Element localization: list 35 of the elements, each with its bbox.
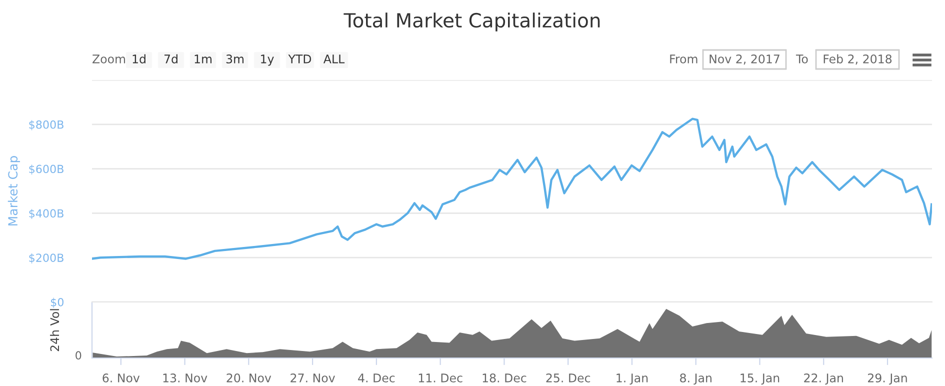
x-tick-label: 4. Dec: [358, 374, 395, 382]
x-tick-label: 25. Dec: [546, 373, 590, 382]
text: To: [796, 54, 808, 64]
x-tick-label: 1. Jan: [616, 374, 648, 385]
y-axis-title: Market Cap: [8, 156, 20, 226]
y-tick-label: $200B: [29, 253, 64, 264]
y-axis-title: 24h Vol: [50, 309, 60, 352]
x-tick-label: 13. Nov: [163, 373, 208, 382]
text: 1d: [132, 54, 146, 64]
text: From: [670, 54, 698, 64]
text: Feb 2, 2018: [824, 54, 892, 65]
y-tick-label: $0: [51, 298, 64, 308]
text: 1m: [194, 54, 212, 64]
y-tick-label: $400B: [29, 208, 64, 220]
text: Zoom: [92, 54, 126, 64]
text: 7d: [164, 54, 178, 64]
text: 3m: [226, 54, 244, 64]
x-tick-label: 11. Dec: [418, 374, 462, 382]
x-tick-label: 22. Jan: [804, 373, 843, 385]
y-tick-label: $800B: [29, 120, 64, 130]
x-tick-label: 20. Nov: [226, 373, 272, 382]
y-tick-label: $600B: [29, 164, 64, 175]
x-tick-label: 8. Jan: [680, 373, 712, 385]
text: ALL: [323, 54, 345, 64]
x-tick-label: 18. Dec: [482, 373, 526, 382]
x-tick-label: 15. Jan: [740, 374, 780, 385]
x-tick-label: 27. Nov: [290, 373, 335, 382]
text: 1y: [261, 54, 274, 66]
x-tick-label: 29. Jan: [868, 373, 907, 385]
text: 0: [76, 351, 82, 360]
chart-title: Total Market Capitalization: [344, 12, 600, 32]
text: YTD: [288, 54, 312, 64]
x-tick-label: 6. Nov: [102, 373, 140, 382]
text: Nov 2, 2017: [710, 54, 780, 65]
line-series: [92, 118, 932, 260]
